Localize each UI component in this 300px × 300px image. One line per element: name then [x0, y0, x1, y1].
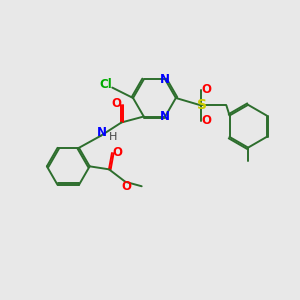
- Text: N: N: [160, 110, 170, 123]
- Text: O: O: [112, 146, 122, 160]
- Text: Cl: Cl: [99, 77, 112, 91]
- Text: O: O: [111, 97, 121, 110]
- Text: O: O: [202, 114, 212, 128]
- Text: O: O: [202, 83, 212, 97]
- Text: O: O: [122, 180, 132, 193]
- Text: H: H: [109, 132, 117, 142]
- Text: N: N: [160, 73, 170, 86]
- Text: N: N: [97, 126, 107, 140]
- Text: S: S: [197, 98, 207, 112]
